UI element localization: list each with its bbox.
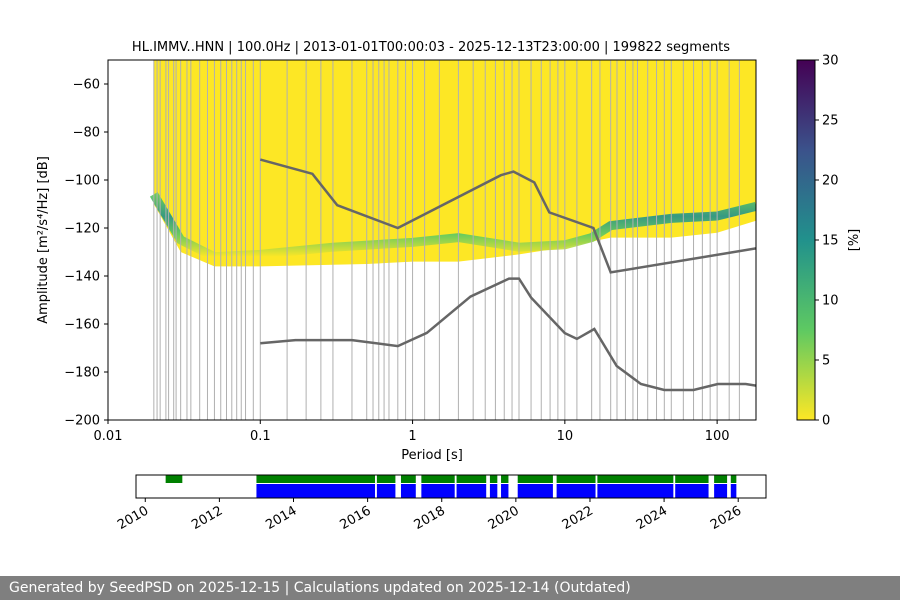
footer-banner: Generated by SeedPSD on 2025-12-15 | Cal… (0, 576, 900, 600)
timeline-blue-bar (489, 484, 498, 498)
y-tick-label: −180 (64, 366, 100, 381)
colorbar-tick-label: 15 (822, 234, 839, 249)
y-tick-label: −100 (64, 174, 100, 189)
y-tick-label: −140 (64, 270, 100, 285)
nhnm-curve (259, 158, 756, 274)
x-tick-label: 1 (408, 429, 416, 444)
timeline-tick-label: 2018 (412, 503, 448, 533)
timeline-green-bar (165, 475, 183, 483)
timeline-bars (165, 475, 737, 498)
timeline-green-bar (556, 475, 596, 483)
timeline-blue-bar (730, 484, 737, 498)
plot-frame (107, 59, 757, 421)
timeline-green-bar (501, 475, 509, 483)
timeline-green-bar (517, 475, 553, 483)
colorbar (796, 59, 816, 421)
colorbar-label: [%] (847, 229, 862, 252)
timeline-blue-bar (400, 484, 416, 498)
ppsd-mode-band (149, 192, 756, 262)
y-tick-label: −160 (64, 318, 100, 333)
timeline-green-bar (714, 475, 728, 483)
timeline-green-bar (456, 475, 487, 483)
timeline-green-bar (400, 475, 416, 483)
timeline-green-bar (675, 475, 709, 483)
timeline-green-bar (376, 475, 396, 483)
colorbar-tick-label: 0 (822, 414, 830, 429)
timeline-green-bar (730, 475, 737, 483)
timeline-green-bar (489, 475, 498, 483)
nlnm-curve (260, 277, 756, 392)
colorbar-ticks: 0 5 10 15 20 25 30 (815, 54, 839, 429)
x-tick-label: 10 (557, 429, 574, 444)
timeline-ticks: 2010 2012 2014 2016 2018 2020 2022 2024 2026 (115, 498, 744, 533)
x-tick-label: 100 (705, 429, 730, 444)
timeline-tick-label: 2026 (708, 503, 744, 533)
grid-lines (153, 60, 740, 420)
timeline-blue-bar (556, 484, 596, 498)
chart-title: HL.IMMV..HNN | 100.0Hz | 2013-01-01T00:0… (132, 40, 730, 55)
timeline-tick-label: 2020 (486, 503, 522, 533)
x-tick-label: 0.1 (250, 429, 271, 444)
timeline-blue-bar (714, 484, 728, 498)
x-tick-label: 0.01 (94, 429, 123, 444)
timeline-blue-bar (256, 484, 376, 498)
colorbar-tick-label: 25 (822, 114, 839, 129)
colorbar-tick-label: 10 (822, 294, 839, 309)
timeline-tick-label: 2022 (560, 503, 596, 533)
colorbar-tick-label: 5 (822, 354, 830, 369)
ppsd-coverage-area (153, 60, 756, 267)
plot-content (149, 60, 756, 420)
x-axis-ticks: 0.01 0.1 1 10 100 (94, 420, 730, 444)
y-tick-label: −120 (64, 222, 100, 237)
timeline-blue-bar (675, 484, 709, 498)
y-tick-label: −80 (73, 126, 100, 141)
timeline-blue-bar (421, 484, 455, 498)
y-axis-label: Amplitude [m²/s⁴/Hz] [dB] (36, 156, 51, 324)
timeline-border (135, 474, 767, 499)
y-tick-label: −200 (64, 414, 100, 429)
timeline-green-bar (597, 475, 674, 483)
timeline-tick-label: 2012 (189, 503, 225, 533)
timeline-green-bar (421, 475, 455, 483)
timeline-blue-bar (501, 484, 509, 498)
x-axis-label: Period [s] (401, 448, 463, 463)
timeline-tick-label: 2014 (263, 503, 299, 533)
timeline-blue-bar (597, 484, 674, 498)
timeline-blue-bar (456, 484, 487, 498)
timeline-green-bar (256, 475, 376, 483)
y-axis-ticks: −60 −80 −100 −120 −140 −160 −180 −200 (64, 78, 108, 429)
timeline-tick-label: 2024 (634, 503, 670, 533)
timeline-tick-label: 2016 (337, 503, 373, 533)
timeline-blue-bar (517, 484, 553, 498)
colorbar-tick-label: 20 (822, 174, 839, 189)
y-tick-label: −60 (73, 78, 100, 93)
timeline-tick-label: 2010 (115, 503, 151, 533)
colorbar-tick-label: 30 (822, 54, 839, 69)
timeline-blue-bar (376, 484, 396, 498)
